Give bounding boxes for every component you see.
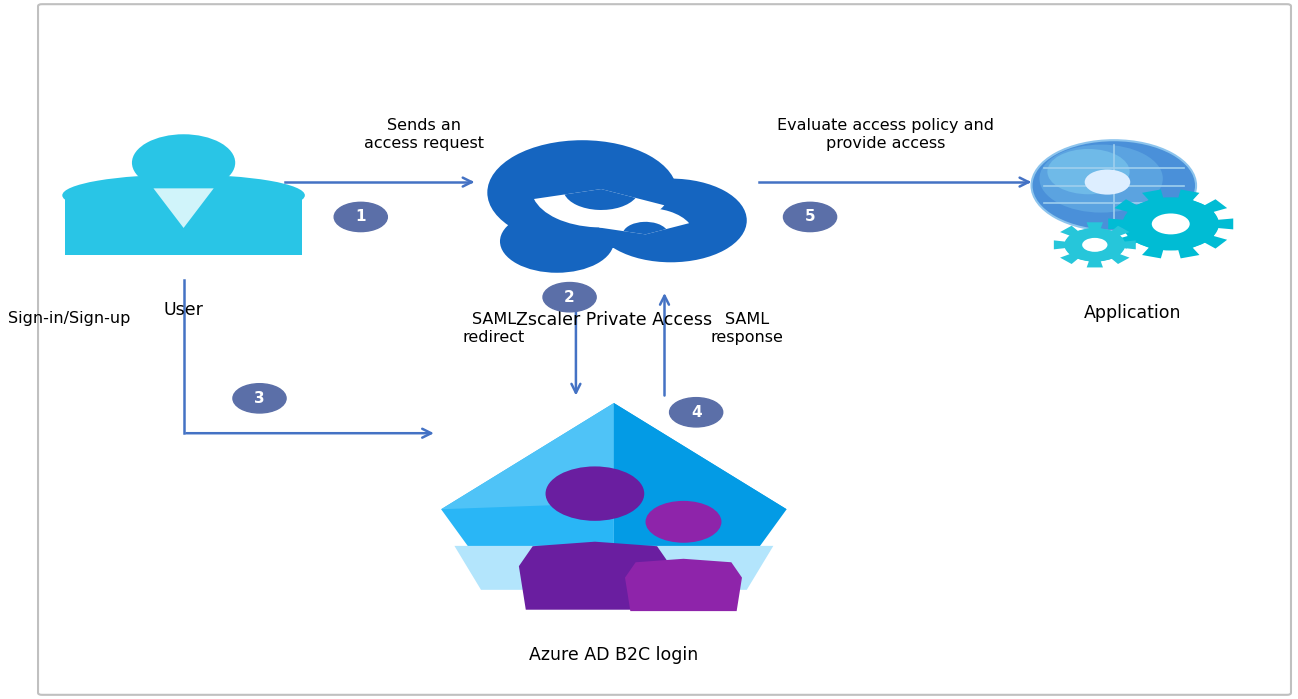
Circle shape — [670, 398, 723, 427]
Circle shape — [1085, 170, 1131, 194]
Circle shape — [1047, 149, 1129, 194]
Circle shape — [1040, 145, 1163, 212]
Circle shape — [334, 202, 387, 231]
Polygon shape — [614, 403, 787, 597]
Circle shape — [1083, 238, 1107, 252]
Circle shape — [594, 178, 746, 262]
Text: Evaluate access policy and
provide access: Evaluate access policy and provide acces… — [778, 118, 994, 151]
Polygon shape — [1108, 189, 1233, 259]
Circle shape — [543, 282, 596, 312]
Text: Zscaler Private Access: Zscaler Private Access — [515, 311, 711, 329]
Circle shape — [784, 202, 837, 231]
FancyBboxPatch shape — [38, 4, 1292, 695]
Text: Application: Application — [1084, 304, 1181, 322]
Text: Sends an
access request: Sends an access request — [363, 118, 484, 151]
Text: 4: 4 — [691, 405, 701, 420]
Polygon shape — [513, 210, 702, 248]
Polygon shape — [153, 188, 214, 228]
Circle shape — [1123, 197, 1219, 250]
Circle shape — [238, 219, 302, 254]
Text: 3: 3 — [254, 391, 265, 406]
Polygon shape — [519, 542, 671, 610]
Circle shape — [232, 384, 286, 413]
Wedge shape — [565, 189, 636, 210]
Circle shape — [1151, 213, 1190, 234]
Text: Sign-in/Sign-up: Sign-in/Sign-up — [9, 310, 131, 326]
Circle shape — [1032, 140, 1195, 231]
Polygon shape — [1054, 222, 1136, 268]
Polygon shape — [441, 403, 614, 510]
Polygon shape — [614, 403, 787, 510]
Circle shape — [545, 466, 644, 521]
Polygon shape — [513, 185, 702, 217]
Polygon shape — [454, 546, 774, 590]
Text: 5: 5 — [805, 210, 815, 224]
Polygon shape — [65, 195, 302, 254]
Wedge shape — [600, 208, 689, 234]
Text: 1: 1 — [356, 210, 366, 224]
Text: SAML
response: SAML response — [710, 312, 783, 345]
Text: 2: 2 — [565, 289, 575, 305]
Wedge shape — [623, 222, 666, 234]
Text: Azure AD B2C login: Azure AD B2C login — [530, 646, 698, 664]
Circle shape — [500, 210, 614, 273]
Circle shape — [65, 219, 130, 254]
Ellipse shape — [62, 175, 305, 216]
Circle shape — [1064, 228, 1125, 261]
Circle shape — [132, 134, 235, 192]
Circle shape — [487, 140, 678, 245]
Wedge shape — [533, 189, 665, 227]
Polygon shape — [441, 403, 614, 597]
Text: User: User — [164, 301, 204, 319]
Circle shape — [645, 501, 722, 542]
Text: SAML
redirect: SAML redirect — [462, 312, 524, 345]
Polygon shape — [626, 559, 742, 611]
